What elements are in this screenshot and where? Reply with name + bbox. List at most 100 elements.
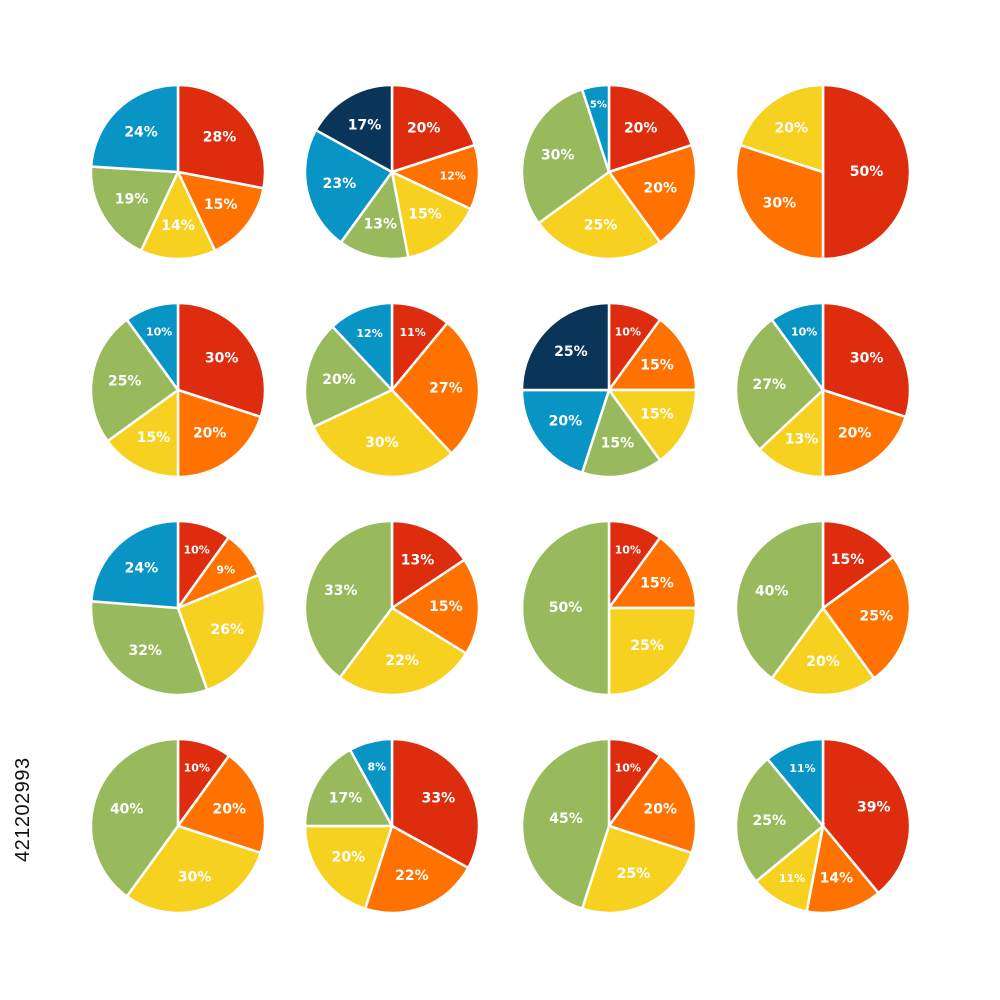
pie-11-slice-4 (520, 519, 611, 697)
pie-7-label-4: 15% (601, 435, 635, 451)
pie-9-slice-5 (89, 519, 180, 610)
pie-13-slice-4 (89, 737, 180, 899)
pie-chart-6: 11% 27% 30% 20% 12% (303, 301, 481, 479)
pie-14-slice-3 (303, 824, 394, 911)
pie-10-label-2: 15% (429, 599, 463, 615)
pie-14-label-3: 20% (332, 850, 366, 866)
pie-13-label-2: 20% (213, 801, 247, 817)
pie-8-label-2: 20% (838, 426, 872, 442)
pie-11-label-3: 25% (630, 638, 664, 654)
pie-2-slice-4 (339, 168, 410, 261)
pie-5-slice-5 (125, 301, 180, 394)
pie-4-label-3: 20% (775, 120, 809, 136)
pie-4-label-2: 30% (763, 196, 797, 212)
pie-14-label-5: 8% (368, 761, 387, 774)
pie-7-slice-5 (520, 388, 611, 475)
pie-13-slice-2 (175, 753, 267, 855)
pie-14-label-4: 17% (329, 791, 363, 807)
pie-1-slice-2 (175, 170, 265, 253)
pie-chart-12: 15% 25% 20% 40% (734, 519, 912, 697)
stock-id-strip: 421202993 (12, 757, 34, 862)
pie-chart-16: 39% 14% 11% 25% 11% (734, 737, 912, 915)
pie-chart-1: 28% 15% 14% 19% 24% (89, 83, 267, 261)
pie-1-label-3: 14% (161, 218, 195, 234)
pie-chart-14: 33% 22% 20% 17% 8% (303, 737, 481, 915)
pie-1-slice-3 (139, 169, 217, 261)
pie-4-slice-1 (821, 83, 912, 261)
pie-2-label-6: 17% (348, 118, 382, 134)
pie-16-slice-2 (805, 823, 881, 915)
pie-11-label-1: 10% (615, 544, 641, 557)
pie-13-label-3: 30% (178, 869, 212, 885)
pie-14-label-1: 33% (422, 791, 456, 807)
pie-8-label-4: 27% (753, 377, 787, 393)
pie-9-label-4: 32% (128, 643, 162, 659)
pie-5-label-4: 25% (108, 374, 142, 390)
pie-chart-9: 10% 9% 26% 32% 24% (89, 519, 267, 697)
pie-8-slice-2 (821, 388, 908, 479)
pie-6-label-1: 11% (399, 326, 425, 339)
pie-4-slice-3 (738, 83, 825, 174)
pie-7-label-2: 15% (640, 358, 674, 374)
pie-14-slice-1 (390, 737, 481, 870)
pie-5-label-3: 15% (137, 430, 171, 446)
pie-8-slice-5 (770, 301, 825, 394)
pie-14-slice-2 (363, 824, 470, 915)
pie-2-label-2: 12% (440, 169, 466, 182)
pie-7-slice-4 (580, 387, 662, 479)
pie-2-slice-1 (390, 83, 477, 174)
pie-6-slice-5 (330, 301, 394, 394)
pie-13-label-1: 10% (184, 762, 210, 775)
pie-8-label-5: 10% (791, 326, 817, 339)
pie-chart-11: 10% 15% 25% 50% (520, 519, 698, 697)
pie-1-label-1: 28% (203, 130, 237, 146)
pie-16-slice-5 (765, 737, 825, 830)
pie-1-slice-4 (89, 165, 180, 253)
pie-12-slice-3 (770, 605, 876, 697)
pie-15-label-2: 20% (644, 801, 678, 817)
pie-7-slice-3 (606, 388, 698, 463)
pie-chart-4: 50% 30% 20% (734, 83, 912, 261)
pie-8-slice-4 (734, 317, 825, 452)
pie-11-label-2: 15% (640, 576, 674, 592)
pie-13-label-4: 40% (110, 801, 144, 817)
pie-15-slice-4 (520, 737, 611, 911)
pie-15-slice-2 (606, 753, 698, 855)
pie-3-slice-4 (520, 87, 611, 225)
pie-12-label-2: 25% (860, 608, 894, 624)
pie-5-label-1: 30% (205, 350, 239, 366)
pie-13-slice-3 (125, 824, 263, 915)
pie-9-label-3: 26% (210, 622, 244, 638)
pie-16-label-1: 39% (857, 800, 891, 816)
pie-2-slice-5 (303, 128, 394, 245)
pie-3-slice-3 (536, 170, 662, 261)
pie-5-label-5: 10% (146, 326, 172, 339)
pie-9-label-2: 9% (216, 564, 235, 577)
pie-4-slice-2 (734, 143, 825, 261)
pie-2-label-3: 15% (408, 207, 442, 223)
pie-7-label-6: 25% (554, 344, 588, 360)
pie-3-slice-2 (606, 143, 698, 245)
pie-3-label-4: 30% (541, 147, 575, 163)
pie-1-slice-1 (176, 83, 267, 190)
pie-14-slice-4 (303, 748, 395, 828)
pie-8-label-1: 30% (850, 350, 884, 366)
pie-6-label-5: 12% (356, 327, 382, 340)
pie-15-label-3: 25% (617, 866, 651, 882)
pie-7-label-5: 20% (549, 414, 583, 430)
pie-chart-2: 20% 12% 15% 13% 23% 17% (303, 83, 481, 261)
pie-2-slice-3 (390, 169, 473, 259)
pie-7-slice-2 (606, 317, 698, 392)
pie-5-slice-4 (89, 317, 180, 443)
pie-11-slice-3 (607, 606, 698, 697)
pie-14-label-2: 22% (395, 868, 429, 884)
pie-16-label-2: 14% (820, 870, 854, 886)
pie-3-slice-5 (580, 83, 611, 173)
stock-id-text: 421202993 (12, 757, 34, 862)
pie-8-slice-1 (821, 301, 912, 419)
pie-2-label-1: 20% (407, 120, 441, 136)
pie-chart-3: 20% 20% 25% 30% 5% (520, 83, 698, 261)
pie-12-slice-1 (821, 519, 896, 611)
pie-6-label-4: 20% (322, 372, 356, 388)
